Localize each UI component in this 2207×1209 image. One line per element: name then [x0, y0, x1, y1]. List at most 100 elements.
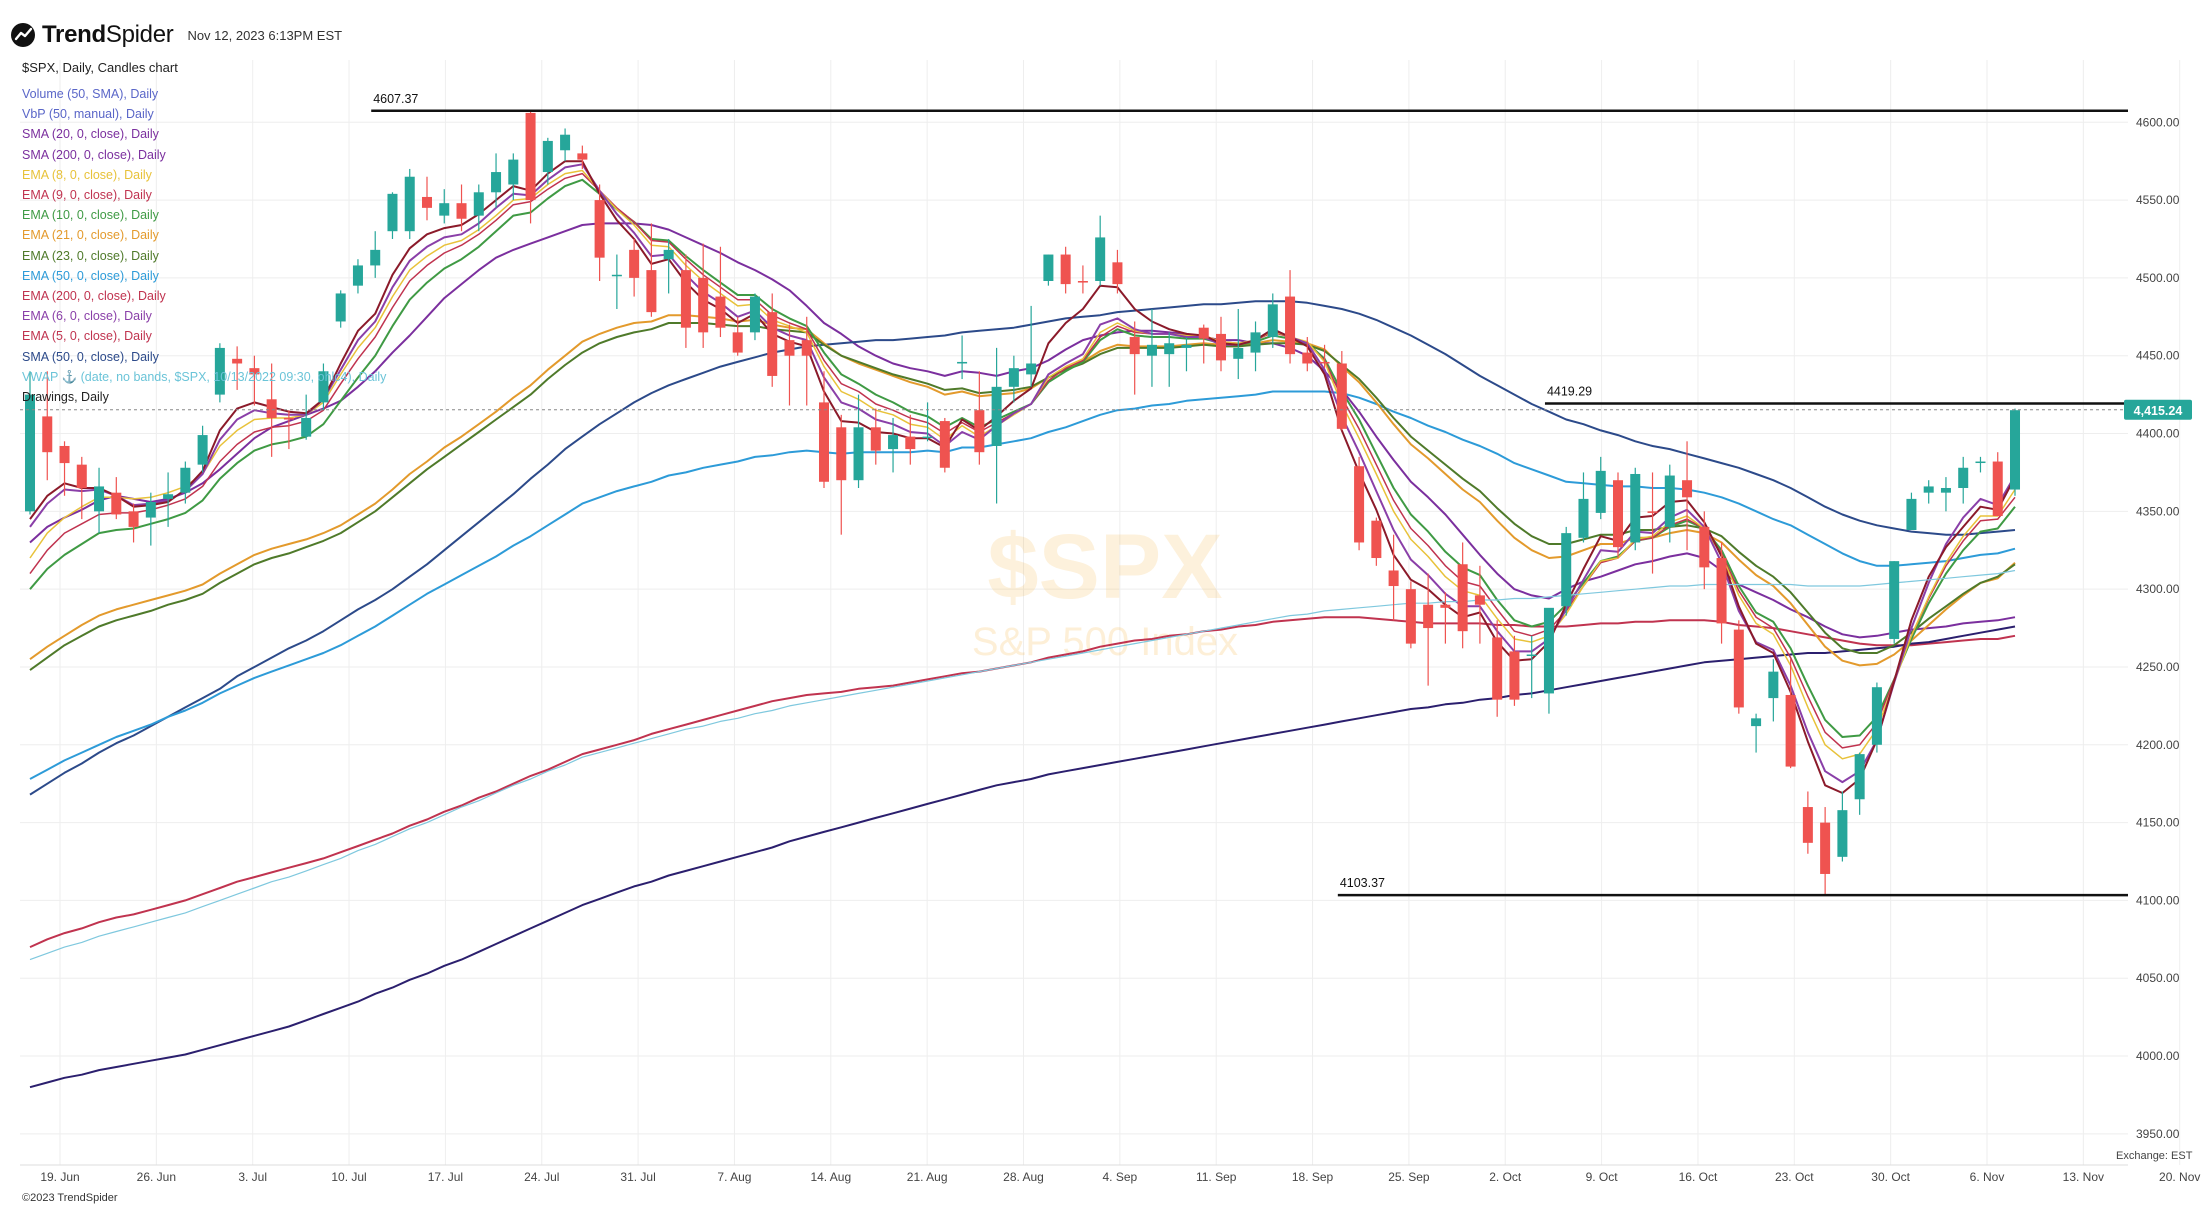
- candle[interactable]: [698, 243, 709, 348]
- candle[interactable]: [1923, 480, 1934, 504]
- candle[interactable]: [939, 417, 950, 473]
- indicator-legend-item[interactable]: EMA (8, 0, close), Daily: [22, 167, 152, 182]
- candle[interactable]: [24, 371, 36, 515]
- candle[interactable]: [1785, 659, 1796, 769]
- candle[interactable]: [1543, 607, 1554, 714]
- candle[interactable]: [352, 259, 363, 294]
- indicator-legend-item[interactable]: Drawings, Daily: [22, 390, 109, 405]
- candle[interactable]: [1336, 351, 1347, 431]
- candle[interactable]: [1077, 265, 1088, 294]
- candle[interactable]: [180, 461, 191, 504]
- candle[interactable]: [456, 184, 467, 232]
- indicator-legend-item[interactable]: EMA (5, 0, close), Daily: [22, 329, 152, 344]
- candle[interactable]: [214, 343, 225, 403]
- candle[interactable]: [1578, 472, 1589, 543]
- candle[interactable]: [1250, 321, 1261, 372]
- candle[interactable]: [232, 346, 243, 390]
- candle[interactable]: [1008, 355, 1019, 403]
- candle[interactable]: [421, 176, 433, 221]
- indicator-legend-item[interactable]: VWAP ⚓ (date, no bands, $SPX, 10/13/2022…: [22, 369, 387, 384]
- candle[interactable]: [974, 371, 985, 465]
- candle[interactable]: [76, 456, 87, 520]
- candle[interactable]: [715, 246, 726, 338]
- candle[interactable]: [1751, 713, 1762, 753]
- indicator-legend-item[interactable]: EMA (21, 0, close), Daily: [22, 228, 159, 243]
- indicator-legend-item[interactable]: EMA (50, 0, close), Daily: [22, 268, 159, 283]
- candle[interactable]: [318, 363, 329, 411]
- candle[interactable]: [594, 184, 605, 281]
- candle[interactable]: [870, 408, 881, 465]
- candle[interactable]: [473, 184, 484, 232]
- candle[interactable]: [1267, 293, 1278, 348]
- candle[interactable]: [957, 335, 968, 380]
- drawn-levels[interactable]: 4607.37 4419.29 4103.37: [20, 92, 2128, 897]
- candle[interactable]: [646, 223, 657, 317]
- candle[interactable]: [2009, 408, 2021, 496]
- candle[interactable]: [387, 192, 398, 239]
- candle[interactable]: [1716, 542, 1727, 644]
- candle[interactable]: [888, 417, 899, 473]
- candle[interactable]: [1992, 452, 2003, 517]
- candle[interactable]: [1198, 324, 1209, 364]
- candle[interactable]: [94, 467, 105, 534]
- candle[interactable]: [991, 347, 1002, 504]
- candle[interactable]: [1043, 254, 1054, 286]
- candle[interactable]: [1595, 456, 1606, 520]
- candle[interactable]: [1146, 309, 1157, 387]
- candle[interactable]: [111, 477, 122, 520]
- candle[interactable]: [836, 414, 847, 535]
- date-axis[interactable]: 19. Jun 26. Jun 3. Jul 10. Jul 17. Jul 24. Ju…: [20, 1164, 2200, 1184]
- candle[interactable]: [1354, 456, 1365, 551]
- candle[interactable]: [1440, 592, 1451, 644]
- candle[interactable]: [1302, 337, 1313, 372]
- candle[interactable]: [1526, 635, 1537, 699]
- candle[interactable]: [1630, 467, 1641, 551]
- indicator-legend-item[interactable]: Volume (50, SMA), Daily: [22, 87, 159, 101]
- candle[interactable]: [1768, 659, 1779, 722]
- candle[interactable]: [1112, 249, 1123, 294]
- candle[interactable]: [1612, 472, 1624, 559]
- candle[interactable]: [1733, 620, 1744, 714]
- indicator-legend-item[interactable]: VbP (50, manual), Daily: [22, 107, 154, 122]
- candle[interactable]: [784, 324, 795, 406]
- candle[interactable]: [1958, 456, 1969, 504]
- candle[interactable]: [1975, 456, 1986, 473]
- indicator-legend-item[interactable]: SMA (20, 0, close), Daily: [22, 127, 159, 142]
- candle[interactable]: [1561, 526, 1572, 616]
- candle[interactable]: [266, 363, 277, 457]
- indicator-legend-item[interactable]: EMA (6, 0, close), Daily: [22, 309, 152, 324]
- candle[interactable]: [1647, 472, 1658, 574]
- candle[interactable]: [801, 316, 812, 406]
- candle[interactable]: [1820, 807, 1831, 896]
- candle[interactable]: [283, 410, 294, 450]
- candle[interactable]: [1492, 620, 1503, 717]
- candle[interactable]: [370, 231, 381, 278]
- candle[interactable]: [663, 238, 674, 294]
- candle[interactable]: [491, 153, 502, 208]
- candle[interactable]: [145, 492, 156, 546]
- candle[interactable]: [1802, 791, 1813, 854]
- candle[interactable]: [1181, 337, 1192, 372]
- candle[interactable]: [611, 254, 622, 310]
- indicator-legend-item[interactable]: SMA (200, 0, close), Daily: [22, 147, 166, 162]
- candle[interactable]: [59, 441, 70, 496]
- candle[interactable]: [629, 238, 640, 297]
- candle[interactable]: [525, 109, 536, 224]
- price-axis[interactable]: 3950.00 4000.00 4050.00 4100.00 4150.00 4200.…: [2136, 115, 2180, 1141]
- candle[interactable]: [439, 189, 450, 224]
- candle[interactable]: [560, 128, 571, 162]
- candle[interactable]: [905, 414, 916, 465]
- candle[interactable]: [542, 137, 553, 185]
- candle[interactable]: [922, 402, 933, 442]
- candle[interactable]: [1060, 246, 1071, 294]
- candle[interactable]: [818, 371, 830, 488]
- candle[interactable]: [335, 290, 346, 328]
- candle[interactable]: [1388, 534, 1399, 621]
- candle[interactable]: [1871, 682, 1882, 753]
- indicator-legend-item[interactable]: EMA (10, 0, close), Daily: [22, 208, 159, 223]
- candle[interactable]: [1837, 791, 1848, 862]
- candle[interactable]: [197, 425, 208, 473]
- candle[interactable]: [42, 371, 53, 481]
- candle[interactable]: [1699, 511, 1710, 590]
- candle[interactable]: [749, 293, 760, 341]
